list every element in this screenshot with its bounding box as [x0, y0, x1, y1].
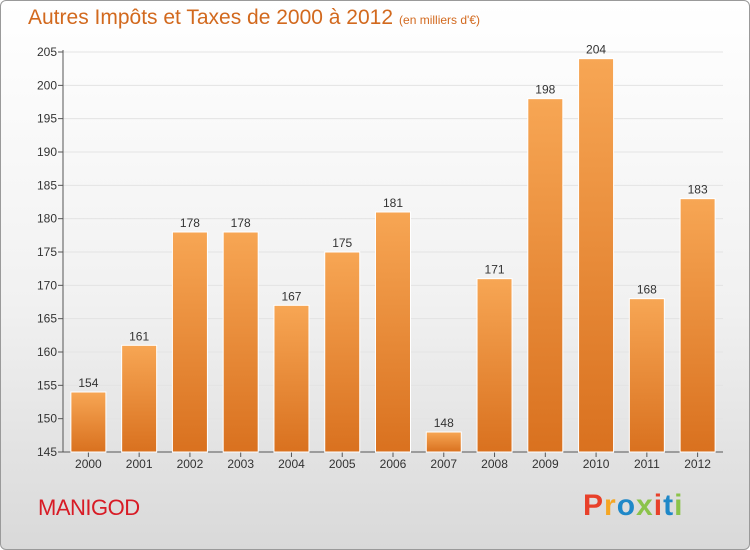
y-tick-label: 170 [37, 278, 57, 292]
bar-value-label: 198 [535, 83, 555, 97]
y-tick-label: 175 [37, 245, 57, 259]
x-tick-label: 2004 [278, 457, 305, 471]
chart-title: Autres Impôts et Taxes de 2000 à 2012 (en… [28, 6, 480, 30]
y-tick-label: 145 [37, 445, 57, 459]
logo-letter: i [674, 489, 684, 522]
proxiti-logo[interactable]: Proxiti [583, 489, 683, 523]
bar [476, 278, 513, 453]
logo-letter: t [663, 489, 675, 522]
labels: 145 150 155 160 165 170 175 180 185 190 195 200 205 1… [37, 43, 711, 471]
place-name: MANIGOD [38, 495, 140, 520]
bar [324, 251, 361, 453]
y-tick-label: 195 [37, 112, 57, 126]
x-tick-label: 2000 [75, 457, 102, 471]
x-tick-label: 2011 [634, 457, 660, 471]
bar-value-label: 204 [586, 43, 606, 57]
bar [679, 198, 716, 453]
y-tick-label: 160 [37, 345, 57, 359]
x-tick-label: 2009 [532, 457, 559, 471]
y-tick-label: 165 [37, 312, 57, 326]
bar-value-label: 167 [281, 289, 301, 303]
bar [222, 231, 259, 453]
bar [171, 231, 208, 453]
bar-value-label: 154 [78, 376, 98, 390]
y-tick-label: 150 [37, 412, 57, 426]
chart-unit-note: (en milliers d'€) [399, 13, 481, 27]
x-tick-label: 2001 [126, 457, 153, 471]
bar [273, 304, 310, 453]
bar-value-label: 148 [434, 416, 454, 430]
x-tick-label: 2005 [329, 457, 356, 471]
bar [121, 344, 158, 453]
y-tick-label: 200 [37, 78, 57, 92]
bar [425, 431, 462, 453]
bar-value-label: 175 [332, 236, 352, 250]
bar-value-label: 181 [383, 196, 403, 210]
bars [70, 58, 716, 453]
logo-letter: i [653, 489, 664, 522]
bar-value-label: 183 [688, 183, 708, 197]
x-tick-label: 2008 [481, 457, 508, 471]
y-tick-label: 185 [37, 178, 57, 192]
logo-letter: r [604, 489, 617, 522]
bar [375, 211, 411, 453]
x-tick-label: 2002 [177, 457, 204, 471]
y-tick-label: 205 [37, 45, 57, 59]
logo-letter: P [583, 489, 605, 522]
bar [578, 58, 615, 453]
bar [527, 98, 564, 453]
y-tick-label: 180 [37, 212, 57, 226]
bar-value-label: 178 [180, 216, 200, 230]
bar [70, 391, 107, 453]
x-tick-label: 2003 [227, 457, 254, 471]
chart-title-text: Autres Impôts et Taxes de 2000 à 2012 [28, 6, 394, 29]
x-tick-label: 2007 [430, 457, 457, 471]
bar-value-label: 168 [637, 283, 657, 297]
x-tick-label: 2012 [684, 457, 711, 471]
logo-letter: o [616, 489, 637, 522]
x-tick-label: 2006 [380, 457, 407, 471]
x-tick-label: 2010 [583, 457, 610, 471]
bar-value-label: 161 [129, 329, 149, 343]
bar [628, 298, 665, 453]
y-tick-label: 190 [37, 145, 57, 159]
bar-value-label: 171 [485, 263, 505, 277]
logo-letter: x [636, 489, 654, 522]
bar-value-label: 178 [231, 216, 251, 230]
y-tick-label: 155 [37, 378, 57, 392]
